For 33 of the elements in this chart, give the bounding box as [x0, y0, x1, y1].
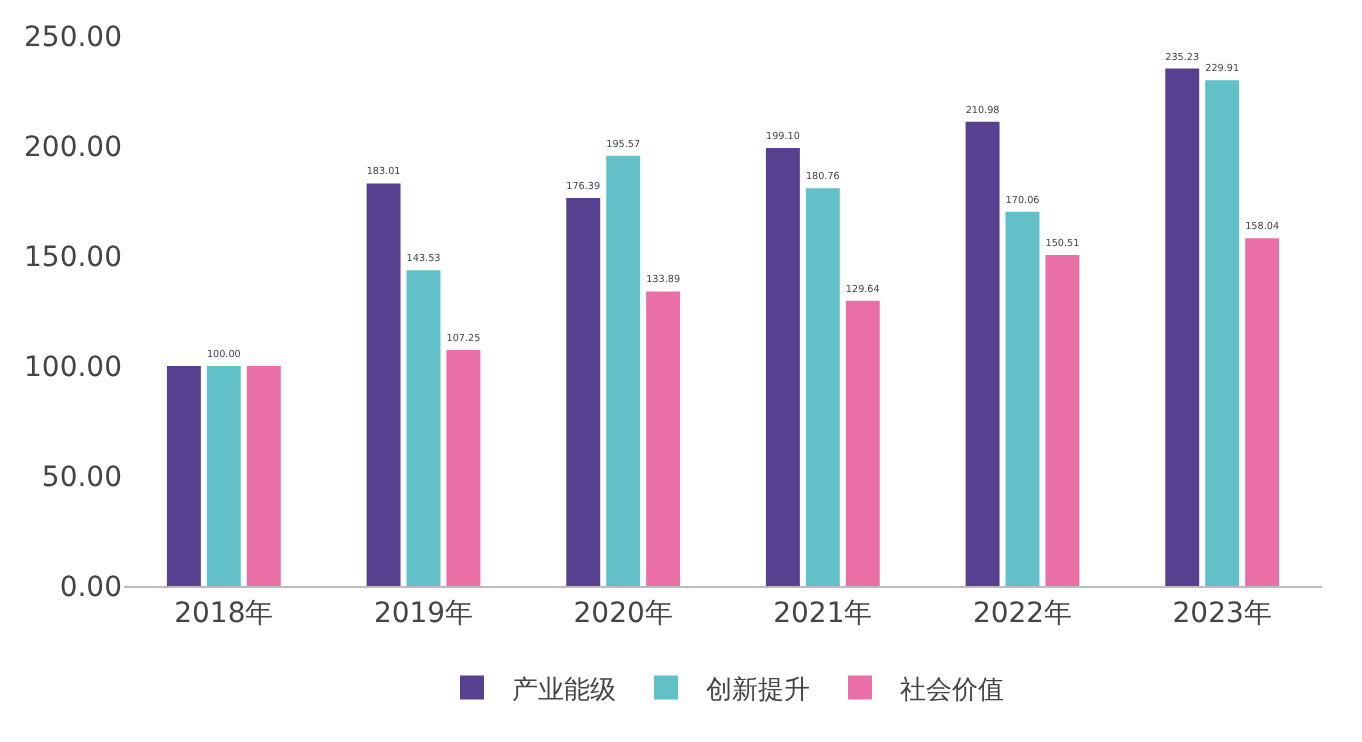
- y-tick-label: 150.00: [24, 241, 122, 274]
- legend-label: 产业能级: [512, 675, 616, 706]
- bar: [566, 197, 601, 586]
- bar: [805, 188, 840, 586]
- x-tick-label: 2020年: [573, 597, 673, 630]
- bar: [845, 300, 880, 586]
- bar: [366, 183, 401, 586]
- bar: [606, 155, 641, 586]
- bar: [166, 366, 201, 586]
- bar: [765, 147, 800, 586]
- y-tick-label: 250.00: [24, 21, 122, 54]
- y-tick-label: 200.00: [24, 131, 122, 164]
- bar: [1005, 211, 1040, 586]
- bar: [1205, 80, 1240, 586]
- bar: [446, 350, 481, 586]
- bar: [1245, 238, 1280, 586]
- legend-label: 社会价值: [900, 675, 1004, 706]
- x-tick-label: 2019年: [373, 597, 474, 630]
- bar: [1165, 68, 1200, 586]
- y-tick-label: 0.00: [59, 571, 122, 604]
- x-tick-label: 2022年: [972, 597, 1073, 630]
- legend-label: 创新提升: [706, 675, 810, 706]
- x-tick-label: 2018年: [174, 597, 274, 630]
- x-tick-label: 2021年: [773, 597, 873, 630]
- bar: [206, 366, 241, 586]
- bar: [646, 291, 681, 586]
- y-tick-label: 100.00: [24, 351, 122, 384]
- y-tick-label: 50.00: [41, 461, 122, 494]
- bar: [965, 121, 1000, 586]
- x-tick-label: 2023年: [1172, 597, 1272, 630]
- bar: [246, 366, 281, 586]
- bar: [406, 270, 441, 586]
- bar: [1045, 254, 1080, 586]
